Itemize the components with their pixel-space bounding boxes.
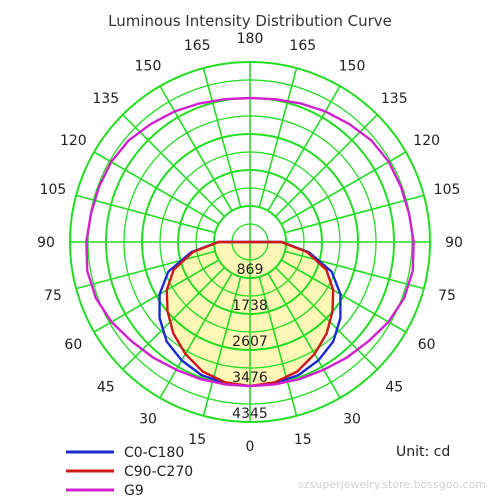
grid-spoke — [75, 250, 216, 290]
grid-spoke — [122, 114, 226, 218]
angle-label: 90 — [37, 235, 55, 251]
angle-label: 75 — [44, 288, 62, 304]
radial-tick-label: 4345 — [232, 406, 268, 422]
grid-spoke — [280, 259, 407, 333]
legend-label: C0-C180 — [124, 445, 184, 461]
angle-label: 135 — [92, 91, 119, 107]
grid-spoke — [159, 85, 233, 212]
legend: C0-C180 C90-C270 G9 — [66, 445, 193, 499]
grid-spoke — [284, 250, 425, 290]
grid-spoke — [274, 114, 378, 218]
angle-label: 120 — [60, 133, 87, 149]
series-line-C90-C270 — [165, 240, 335, 388]
angle-label: 75 — [438, 288, 456, 304]
grid-spoke — [258, 276, 298, 417]
grid-spoke — [202, 67, 242, 208]
legend-label: G9 — [124, 483, 144, 499]
angle-label: 105 — [434, 182, 461, 198]
series-line-G9 — [85, 96, 415, 388]
grid-spoke — [75, 194, 216, 234]
grid-spoke — [258, 67, 298, 208]
angle-label: 15 — [294, 432, 312, 448]
grid-spoke — [267, 85, 341, 212]
angle-label: 60 — [418, 337, 436, 353]
angle-label: 165 — [184, 38, 211, 54]
angle-label: 15 — [188, 432, 206, 448]
angle-label: 60 — [64, 337, 82, 353]
angle-label: 105 — [40, 182, 67, 198]
grid-spoke — [159, 272, 233, 399]
legend-label: C90-C270 — [124, 464, 193, 480]
grid-spoke — [122, 266, 226, 370]
angle-label: 150 — [339, 58, 366, 74]
chart-title: Luminous Intensity Distribution Curve — [108, 12, 392, 30]
radial-tick-label: 2607 — [232, 334, 268, 350]
grid-spoke — [284, 194, 425, 234]
unit-label: Unit: cd — [396, 444, 450, 460]
grid-spoke — [93, 151, 220, 225]
angle-label: 45 — [97, 379, 115, 395]
radial-tick-label: 1738 — [232, 298, 268, 314]
watermark-text: szsuperjewelry.store.bossgoo.com — [298, 478, 486, 491]
radial-tick-label: 3476 — [232, 370, 268, 386]
grid-spoke — [274, 266, 378, 370]
series-layer — [85, 96, 415, 388]
grid-spoke — [202, 276, 242, 417]
radial-tick-label: 869 — [237, 262, 264, 278]
angle-label: 135 — [381, 91, 408, 107]
radial-tick-labels: 869 1738 2607 3476 4345 — [232, 262, 268, 422]
grid-spoke — [93, 259, 220, 333]
angle-label: 30 — [343, 412, 361, 428]
angle-label: 165 — [289, 38, 316, 54]
angle-label: 90 — [445, 235, 463, 251]
polar-grid — [69, 61, 431, 423]
angle-label: 150 — [135, 58, 162, 74]
grid-spoke — [267, 272, 341, 399]
angle-label: 0 — [246, 439, 255, 455]
grid-spoke — [280, 151, 407, 225]
angle-label: 120 — [413, 133, 440, 149]
angle-label: 30 — [139, 412, 157, 428]
angle-label: 180 — [237, 31, 264, 47]
angle-label: 45 — [385, 379, 403, 395]
